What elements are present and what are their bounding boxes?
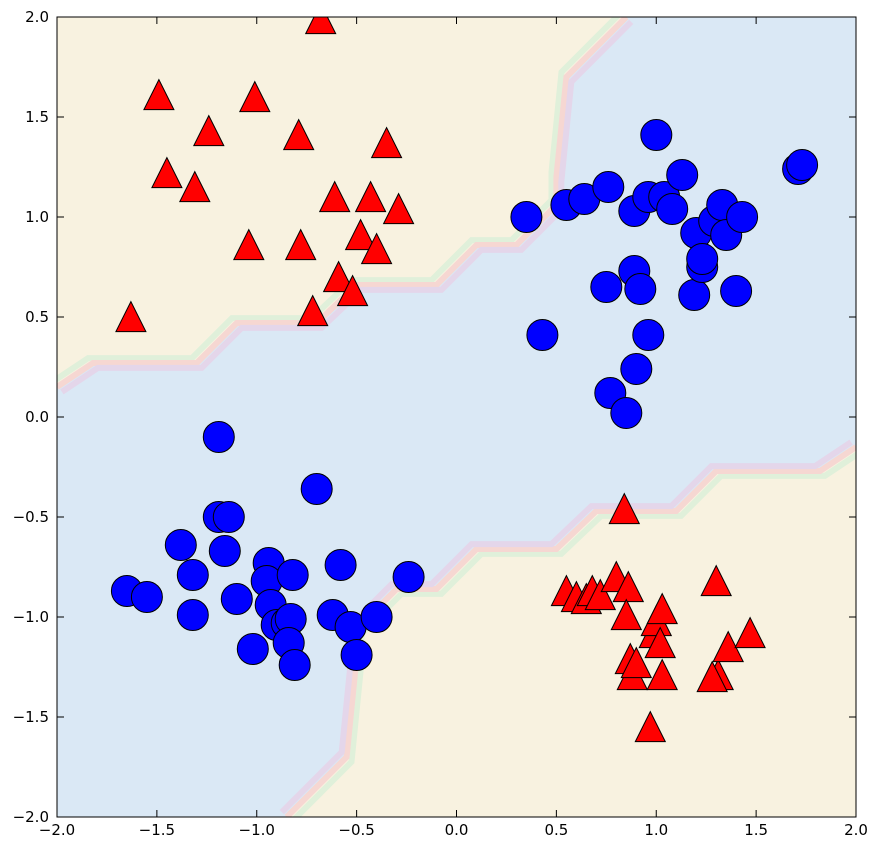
circle-point [786,149,819,181]
circle-point [610,397,643,429]
circle-point [202,421,235,453]
triangle-point [354,180,387,213]
contour-line [60,19,634,395]
circle-point [164,529,197,561]
circle-point [720,275,753,307]
circle-point [300,473,333,505]
y-tick-label: 1.0 [25,208,49,226]
triangle-point [584,578,617,611]
triangle-point [734,616,766,649]
x-tick-label: 1.5 [744,821,768,839]
circle-point [656,193,689,225]
triangle-point [612,570,645,603]
plot-area [57,17,856,817]
circle-point [212,501,245,533]
circle-point [620,353,653,385]
triangle-point [284,228,317,261]
triangle-point [304,17,337,35]
triangle-point [610,598,643,631]
y-tick-label: 0.0 [25,408,49,426]
circle-point [324,549,357,581]
triangle-point [344,218,377,251]
circle-point [510,201,543,233]
circle-point [276,559,309,591]
contour-line [57,17,621,383]
circle-point [632,319,665,351]
circle-point [592,171,625,203]
triangle-point [646,658,679,691]
triangle-point [634,710,667,743]
circle-point [236,633,269,665]
triangle-point [318,180,351,213]
circle-point [220,583,253,615]
background-region-class-b-bottom-right [286,447,856,817]
x-tick-label: −1.5 [139,821,175,839]
circle-point [666,159,699,191]
y-tick-label: −1.0 [13,608,49,626]
y-tick-label: 2.0 [25,8,49,26]
y-axis: −2.0 −1.5 −1.0 −0.5 0.0 0.5 1.0 1.5 2.0 [13,8,856,826]
triangle-point [115,300,147,333]
circle-point [176,559,209,591]
triangle-point [296,294,329,327]
circle-point [526,319,559,351]
x-tick-label: −0.5 [338,821,374,839]
circle-point [624,273,657,305]
triangle-point [700,564,733,597]
triangle-point [620,646,653,679]
y-tick-label: 1.5 [25,108,49,126]
triangle-point [696,660,729,693]
triangle-point [370,126,403,159]
triangle-point [192,114,225,147]
triangle-point [360,232,393,265]
circle-point [208,535,241,567]
circle-point [278,649,311,681]
circle-point [726,201,759,233]
circle-point [590,271,623,303]
circle-point [130,581,163,613]
circle-point [340,639,373,671]
circle-point [686,243,719,275]
x-axis: −2.0 −1.5 −1.0 −0.5 0.0 0.5 1.0 1.5 2.0 [39,17,868,839]
triangle-point [322,260,355,293]
triangle-point [382,192,415,225]
triangle-point [238,80,271,113]
circle-point [176,599,209,631]
data-points [110,17,819,743]
y-tick-label: −2.0 [13,808,49,826]
decision-boundary-contours-top [57,17,634,395]
triangle-point [151,156,183,189]
circle-point [360,601,393,633]
triangle-point [178,170,211,203]
contour-line [57,17,629,390]
x-tick-label: −2.0 [39,821,75,839]
y-tick-label: 0.5 [25,308,49,326]
triangle-point [608,492,641,525]
triangle-point [646,592,679,625]
triangle-point [336,274,369,307]
x-tick-label: 1.0 [644,821,668,839]
y-tick-label: −0.5 [13,508,49,526]
triangle-point [143,78,175,111]
circle-point [678,279,711,311]
x-tick-label: −1.0 [239,821,275,839]
x-tick-label: 0.5 [544,821,568,839]
x-tick-label: 2.0 [844,821,868,839]
circle-point [392,561,425,593]
triangle-point [282,118,315,151]
circle-point [640,119,673,151]
y-tick-label: −1.5 [13,708,49,726]
triangle-point [644,626,677,659]
x-tick-label: 0.0 [445,821,469,839]
triangle-point [232,228,265,261]
